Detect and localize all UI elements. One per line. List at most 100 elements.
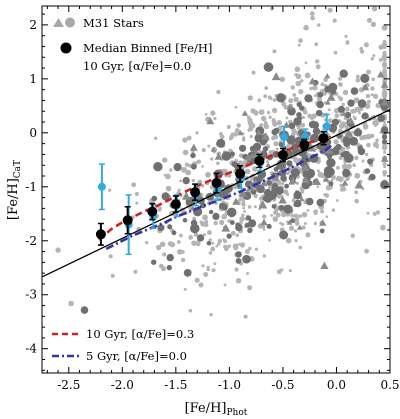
star-point: [297, 43, 301, 47]
star-point-dark: [288, 122, 296, 130]
star-point: [354, 190, 359, 195]
star-point-dark: [319, 228, 325, 234]
star-point: [285, 237, 292, 244]
star-point: [196, 159, 202, 164]
star-triangle: [246, 183, 255, 191]
star-point-dark: [278, 204, 285, 211]
star-point-dark: [284, 183, 289, 189]
star-point-dark: [80, 306, 89, 314]
star-point: [234, 267, 239, 272]
star-point: [336, 175, 342, 181]
star-point: [198, 282, 204, 288]
star-triangle: [261, 132, 270, 140]
star-point: [303, 109, 308, 115]
star-point: [269, 97, 273, 101]
star-point: [293, 229, 298, 233]
star-point-dark: [256, 184, 265, 194]
star-point: [341, 102, 345, 107]
star-point: [359, 46, 364, 51]
star-point-dark: [315, 109, 323, 117]
star-point: [261, 225, 266, 229]
y-tick-label: -1: [25, 180, 37, 194]
star-point: [383, 120, 386, 124]
star-point: [315, 59, 320, 64]
star-point: [262, 254, 266, 258]
star-point: [242, 206, 245, 210]
star-point-dark: [182, 176, 190, 185]
star-point: [382, 41, 388, 47]
star-point: [314, 94, 317, 97]
y-tick-label: -4: [25, 342, 37, 356]
star-point: [295, 80, 302, 87]
star-point: [244, 249, 250, 255]
star-point-dark: [360, 73, 370, 83]
star-point: [205, 171, 211, 178]
star-point: [248, 246, 252, 251]
star-point: [372, 54, 376, 58]
star-triangle: [380, 155, 389, 162]
star-point-dark: [304, 94, 313, 103]
star-point: [344, 106, 350, 112]
star-point-dark: [229, 220, 235, 225]
star-point: [194, 277, 200, 283]
star-point-dark: [226, 233, 232, 239]
x-tick-label: -2.0: [111, 378, 134, 392]
star-point: [360, 49, 365, 54]
star-triangle: [319, 219, 327, 226]
star-point-dark: [331, 118, 340, 126]
star-point-dark: [350, 87, 359, 95]
star-point: [286, 220, 289, 223]
star-point: [213, 262, 217, 266]
legend-top: M31 Stars Median Binned [Fe/H] 10 Gyr, […: [53, 16, 212, 73]
star-point: [162, 157, 168, 163]
star-point: [362, 122, 367, 127]
star-point: [354, 155, 359, 161]
star-point: [216, 161, 220, 166]
star-point: [383, 26, 386, 29]
star-point-dark: [183, 269, 192, 277]
legend-label-10gyr-alpha00: 10 Gyr, [α/Fe]=0.0: [83, 59, 191, 73]
star-point: [272, 49, 277, 54]
x-tick-label: -2.5: [57, 378, 80, 392]
star-point-dark: [229, 151, 235, 157]
star-point: [229, 134, 234, 140]
star-point-dark: [246, 215, 252, 221]
star-point: [334, 113, 340, 118]
star-point: [155, 244, 162, 251]
star-point: [294, 239, 298, 243]
star-point: [203, 272, 209, 277]
star-point-dark: [279, 230, 289, 240]
star-point: [135, 201, 139, 205]
star-point-dark: [367, 158, 374, 165]
star-point: [382, 173, 387, 177]
star-point-dark: [235, 223, 243, 232]
star-point: [315, 64, 321, 70]
star-point-dark: [248, 219, 257, 228]
star-point: [210, 110, 216, 116]
star-point: [233, 245, 239, 251]
star-point: [208, 251, 213, 255]
star-point: [316, 23, 321, 27]
star-point: [276, 120, 282, 126]
star-point: [383, 165, 386, 169]
star-triangle: [241, 110, 249, 116]
star-point: [273, 141, 279, 147]
star-point: [365, 133, 372, 140]
star-point: [177, 188, 181, 192]
star-point: [346, 163, 352, 169]
star-point: [211, 268, 216, 273]
star-triangle: [341, 111, 347, 116]
star-point: [354, 172, 361, 179]
star-point: [131, 182, 137, 188]
star-point: [362, 134, 368, 140]
star-point: [361, 159, 365, 163]
x-tick-label: -1.5: [164, 378, 187, 392]
y-tick-label: 2: [29, 18, 37, 32]
star-point-dark: [326, 158, 336, 168]
star-point-dark: [166, 264, 172, 271]
star-point: [364, 124, 369, 129]
star-point: [239, 242, 246, 248]
star-point: [288, 98, 294, 104]
star-point: [381, 73, 388, 79]
star-point: [263, 123, 269, 130]
